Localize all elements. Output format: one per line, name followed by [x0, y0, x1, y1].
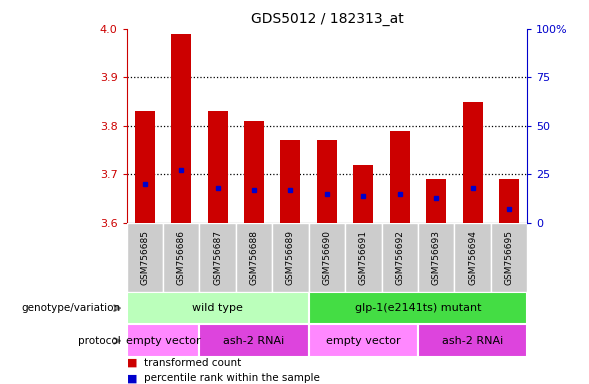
Text: GSM756695: GSM756695	[504, 230, 514, 285]
Bar	[491, 223, 527, 292]
Bar	[317, 140, 337, 223]
Text: GSM756686: GSM756686	[177, 230, 186, 285]
Bar	[171, 34, 191, 223]
Bar	[163, 223, 200, 292]
Text: GSM756693: GSM756693	[432, 230, 441, 285]
Title: GDS5012 / 182313_at: GDS5012 / 182313_at	[250, 12, 403, 26]
Text: GSM756692: GSM756692	[395, 230, 404, 285]
Bar	[280, 140, 300, 223]
Bar	[208, 111, 228, 223]
Bar	[135, 111, 155, 223]
Bar	[244, 121, 264, 223]
Text: GSM756687: GSM756687	[213, 230, 222, 285]
Text: empty vector: empty vector	[326, 336, 401, 346]
Bar	[382, 223, 418, 292]
Bar	[499, 179, 519, 223]
Bar	[309, 223, 345, 292]
Bar	[353, 164, 373, 223]
Bar	[418, 223, 454, 292]
Text: transformed count: transformed count	[144, 358, 241, 368]
Text: genotype/variation: genotype/variation	[22, 303, 121, 313]
Text: ash-2 RNAi: ash-2 RNAi	[442, 336, 503, 346]
Bar	[418, 324, 527, 357]
Text: empty vector: empty vector	[125, 336, 200, 346]
Text: glp-1(e2141ts) mutant: glp-1(e2141ts) mutant	[355, 303, 481, 313]
Text: GSM756688: GSM756688	[250, 230, 259, 285]
Bar	[127, 324, 200, 357]
Text: GSM756694: GSM756694	[468, 230, 477, 285]
Bar	[462, 101, 482, 223]
Bar	[236, 223, 272, 292]
Bar	[127, 223, 163, 292]
Bar	[127, 292, 309, 324]
Text: ■: ■	[127, 373, 137, 383]
Bar	[272, 223, 309, 292]
Text: GSM756691: GSM756691	[359, 230, 368, 285]
Bar	[426, 179, 446, 223]
Text: ■: ■	[127, 358, 137, 368]
Text: percentile rank within the sample: percentile rank within the sample	[144, 373, 320, 383]
Bar	[390, 131, 410, 223]
Bar	[454, 223, 491, 292]
Text: protocol: protocol	[78, 336, 121, 346]
Bar	[309, 292, 527, 324]
Text: GSM756685: GSM756685	[140, 230, 150, 285]
Text: GSM756690: GSM756690	[322, 230, 332, 285]
Text: ash-2 RNAi: ash-2 RNAi	[223, 336, 284, 346]
Bar	[345, 223, 382, 292]
Text: wild type: wild type	[192, 303, 243, 313]
Bar	[200, 324, 309, 357]
Text: GSM756689: GSM756689	[286, 230, 295, 285]
Bar	[200, 223, 236, 292]
Bar	[309, 324, 418, 357]
